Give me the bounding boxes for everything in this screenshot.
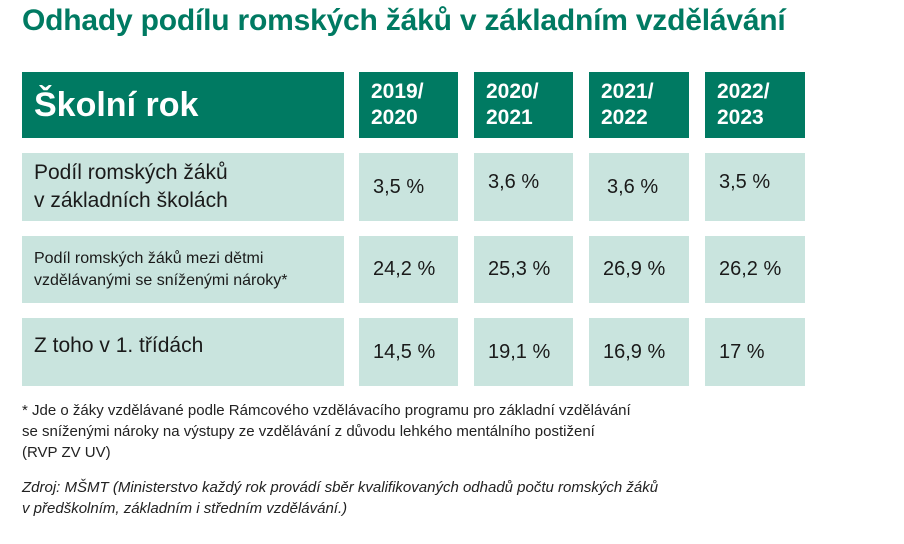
value-cell: 3,6 % xyxy=(474,153,573,221)
row-label-share-basic-schools: Podíl romských žáků v základních školách xyxy=(22,153,344,221)
value-cell: 19,1 % xyxy=(474,318,573,386)
footnote: * Jde o žáky vzdělávané podle Rámcového … xyxy=(22,402,631,461)
value-cell: 17 % xyxy=(705,318,805,386)
header-year-2021-2022: 2021/ 2022 xyxy=(589,72,689,138)
value-cell: 24,2 % xyxy=(359,236,458,303)
chart-title: Odhady podílu romských žáků v základním … xyxy=(22,4,786,37)
source-note: Zdroj: MŠMT (Ministerstvo každý rok prov… xyxy=(22,479,659,517)
value-cell: 3,5 % xyxy=(359,153,458,221)
value-cell: 3,5 % xyxy=(705,153,805,221)
header-year-2019-2020: 2019/ 2020 xyxy=(359,72,458,138)
row-label-first-grades: Z toho v 1. třídách xyxy=(22,318,344,386)
value-cell: 26,9 % xyxy=(589,236,689,303)
value-cell: 25,3 % xyxy=(474,236,573,303)
header-year-2022-2023: 2022/ 2023 xyxy=(705,72,805,138)
value-cell: 3,6 % xyxy=(589,153,689,221)
value-cell: 14,5 % xyxy=(359,318,458,386)
header-school-year: Školní rok xyxy=(22,72,344,138)
value-cell: 16,9 % xyxy=(589,318,689,386)
header-year-2020-2021: 2020/ 2021 xyxy=(474,72,573,138)
value-cell: 26,2 % xyxy=(705,236,805,303)
row-label-share-reduced-requirements: Podíl romských žáků mezi dětmi vzdělávan… xyxy=(22,236,344,303)
